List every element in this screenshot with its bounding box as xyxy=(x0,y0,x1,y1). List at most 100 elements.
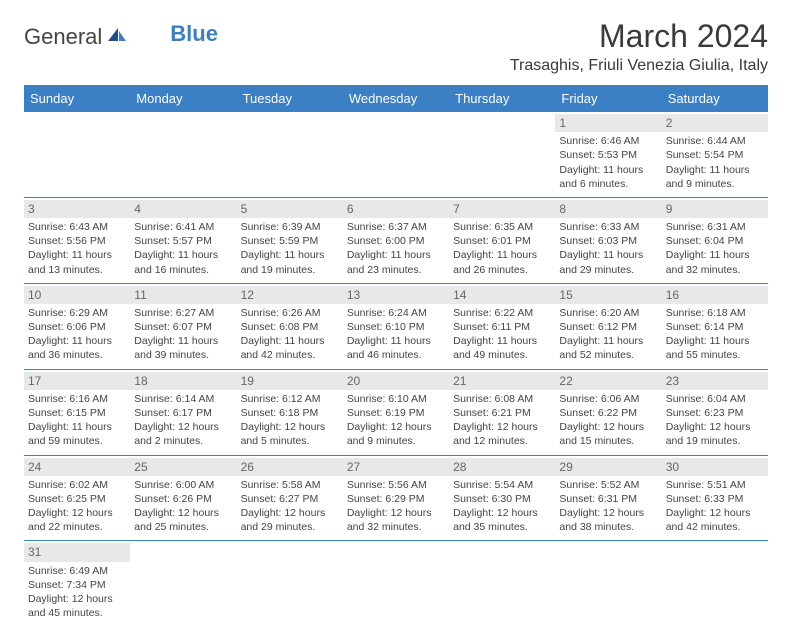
calendar-cell: 6Sunrise: 6:37 AMSunset: 6:00 PMDaylight… xyxy=(343,197,449,283)
weekday-header: Thursday xyxy=(449,85,555,112)
daylight-text: and 36 minutes. xyxy=(28,348,126,362)
day-number: 31 xyxy=(24,543,130,561)
daylight-text: Daylight: 12 hours xyxy=(347,506,445,520)
daylight-text: Daylight: 11 hours xyxy=(347,248,445,262)
sunrise-text: Sunrise: 6:04 AM xyxy=(666,392,764,406)
calendar-cell: 1Sunrise: 6:46 AMSunset: 5:53 PMDaylight… xyxy=(555,112,661,197)
sunset-text: Sunset: 6:03 PM xyxy=(559,234,657,248)
daylight-text: Daylight: 12 hours xyxy=(134,420,232,434)
sunrise-text: Sunrise: 6:00 AM xyxy=(134,478,232,492)
weekday-header: Saturday xyxy=(662,85,768,112)
calendar-cell: 29Sunrise: 5:52 AMSunset: 6:31 PMDayligh… xyxy=(555,455,661,541)
calendar-cell: 22Sunrise: 6:06 AMSunset: 6:22 PMDayligh… xyxy=(555,369,661,455)
calendar-cell: 14Sunrise: 6:22 AMSunset: 6:11 PMDayligh… xyxy=(449,283,555,369)
calendar-row: 10Sunrise: 6:29 AMSunset: 6:06 PMDayligh… xyxy=(24,283,768,369)
sunrise-text: Sunrise: 6:20 AM xyxy=(559,306,657,320)
daylight-text: and 19 minutes. xyxy=(666,434,764,448)
sunrise-text: Sunrise: 6:33 AM xyxy=(559,220,657,234)
sunrise-text: Sunrise: 6:46 AM xyxy=(559,134,657,148)
sunset-text: Sunset: 6:15 PM xyxy=(28,406,126,420)
calendar-cell: 11Sunrise: 6:27 AMSunset: 6:07 PMDayligh… xyxy=(130,283,236,369)
daylight-text: Daylight: 12 hours xyxy=(559,506,657,520)
day-number: 20 xyxy=(343,372,449,390)
calendar-cell xyxy=(237,112,343,197)
calendar-cell: 26Sunrise: 5:58 AMSunset: 6:27 PMDayligh… xyxy=(237,455,343,541)
calendar-cell xyxy=(662,541,768,626)
calendar-cell: 15Sunrise: 6:20 AMSunset: 6:12 PMDayligh… xyxy=(555,283,661,369)
sunset-text: Sunset: 6:06 PM xyxy=(28,320,126,334)
logo-text-2: Blue xyxy=(170,21,218,47)
daylight-text: Daylight: 12 hours xyxy=(134,506,232,520)
daylight-text: Daylight: 11 hours xyxy=(559,163,657,177)
daylight-text: Daylight: 11 hours xyxy=(559,334,657,348)
daylight-text: Daylight: 11 hours xyxy=(28,420,126,434)
day-number: 18 xyxy=(130,372,236,390)
daylight-text: and 6 minutes. xyxy=(559,177,657,191)
daylight-text: and 42 minutes. xyxy=(241,348,339,362)
sunset-text: Sunset: 6:22 PM xyxy=(559,406,657,420)
day-number: 9 xyxy=(662,200,768,218)
weekday-header: Wednesday xyxy=(343,85,449,112)
sunset-text: Sunset: 6:14 PM xyxy=(666,320,764,334)
logo: General Blue xyxy=(24,18,218,50)
daylight-text: Daylight: 12 hours xyxy=(453,420,551,434)
sunrise-text: Sunrise: 6:41 AM xyxy=(134,220,232,234)
daylight-text: and 32 minutes. xyxy=(347,520,445,534)
sunrise-text: Sunrise: 6:24 AM xyxy=(347,306,445,320)
day-number: 17 xyxy=(24,372,130,390)
day-number: 16 xyxy=(662,286,768,304)
day-number: 15 xyxy=(555,286,661,304)
daylight-text: and 23 minutes. xyxy=(347,263,445,277)
sunset-text: Sunset: 6:25 PM xyxy=(28,492,126,506)
daylight-text: and 45 minutes. xyxy=(28,606,126,620)
calendar-cell xyxy=(343,541,449,626)
day-number: 21 xyxy=(449,372,555,390)
daylight-text: Daylight: 11 hours xyxy=(453,248,551,262)
weekday-header-row: Sunday Monday Tuesday Wednesday Thursday… xyxy=(24,85,768,112)
calendar-row: 17Sunrise: 6:16 AMSunset: 6:15 PMDayligh… xyxy=(24,369,768,455)
calendar-cell: 8Sunrise: 6:33 AMSunset: 6:03 PMDaylight… xyxy=(555,197,661,283)
daylight-text: Daylight: 12 hours xyxy=(559,420,657,434)
calendar-cell: 16Sunrise: 6:18 AMSunset: 6:14 PMDayligh… xyxy=(662,283,768,369)
calendar-cell: 25Sunrise: 6:00 AMSunset: 6:26 PMDayligh… xyxy=(130,455,236,541)
sunrise-text: Sunrise: 5:56 AM xyxy=(347,478,445,492)
daylight-text: and 5 minutes. xyxy=(241,434,339,448)
day-number: 30 xyxy=(662,458,768,476)
day-number: 23 xyxy=(662,372,768,390)
daylight-text: Daylight: 11 hours xyxy=(666,334,764,348)
calendar-table: Sunday Monday Tuesday Wednesday Thursday… xyxy=(24,85,768,626)
daylight-text: Daylight: 11 hours xyxy=(666,248,764,262)
calendar-row: 24Sunrise: 6:02 AMSunset: 6:25 PMDayligh… xyxy=(24,455,768,541)
day-number: 2 xyxy=(662,114,768,132)
day-number: 27 xyxy=(343,458,449,476)
sunrise-text: Sunrise: 5:51 AM xyxy=(666,478,764,492)
sunset-text: Sunset: 6:08 PM xyxy=(241,320,339,334)
title-block: March 2024 Trasaghis, Friuli Venezia Giu… xyxy=(510,18,768,75)
daylight-text: and 16 minutes. xyxy=(134,263,232,277)
day-number: 22 xyxy=(555,372,661,390)
daylight-text: Daylight: 11 hours xyxy=(241,248,339,262)
daylight-text: Daylight: 12 hours xyxy=(347,420,445,434)
sunrise-text: Sunrise: 6:27 AM xyxy=(134,306,232,320)
daylight-text: Daylight: 11 hours xyxy=(559,248,657,262)
calendar-cell: 31Sunrise: 6:49 AMSunset: 7:34 PMDayligh… xyxy=(24,541,130,626)
calendar-cell: 20Sunrise: 6:10 AMSunset: 6:19 PMDayligh… xyxy=(343,369,449,455)
daylight-text: Daylight: 12 hours xyxy=(241,420,339,434)
daylight-text: and 25 minutes. xyxy=(134,520,232,534)
calendar-row: 3Sunrise: 6:43 AMSunset: 5:56 PMDaylight… xyxy=(24,197,768,283)
sunrise-text: Sunrise: 6:12 AM xyxy=(241,392,339,406)
sunset-text: Sunset: 6:21 PM xyxy=(453,406,551,420)
daylight-text: Daylight: 11 hours xyxy=(134,248,232,262)
sunrise-text: Sunrise: 6:14 AM xyxy=(134,392,232,406)
sunset-text: Sunset: 6:01 PM xyxy=(453,234,551,248)
calendar-cell xyxy=(130,112,236,197)
daylight-text: and 13 minutes. xyxy=(28,263,126,277)
sunset-text: Sunset: 5:53 PM xyxy=(559,148,657,162)
daylight-text: Daylight: 12 hours xyxy=(453,506,551,520)
daylight-text: Daylight: 11 hours xyxy=(134,334,232,348)
daylight-text: Daylight: 11 hours xyxy=(347,334,445,348)
daylight-text: and 42 minutes. xyxy=(666,520,764,534)
daylight-text: and 22 minutes. xyxy=(28,520,126,534)
sail-icon xyxy=(106,24,128,50)
weekday-header: Monday xyxy=(130,85,236,112)
